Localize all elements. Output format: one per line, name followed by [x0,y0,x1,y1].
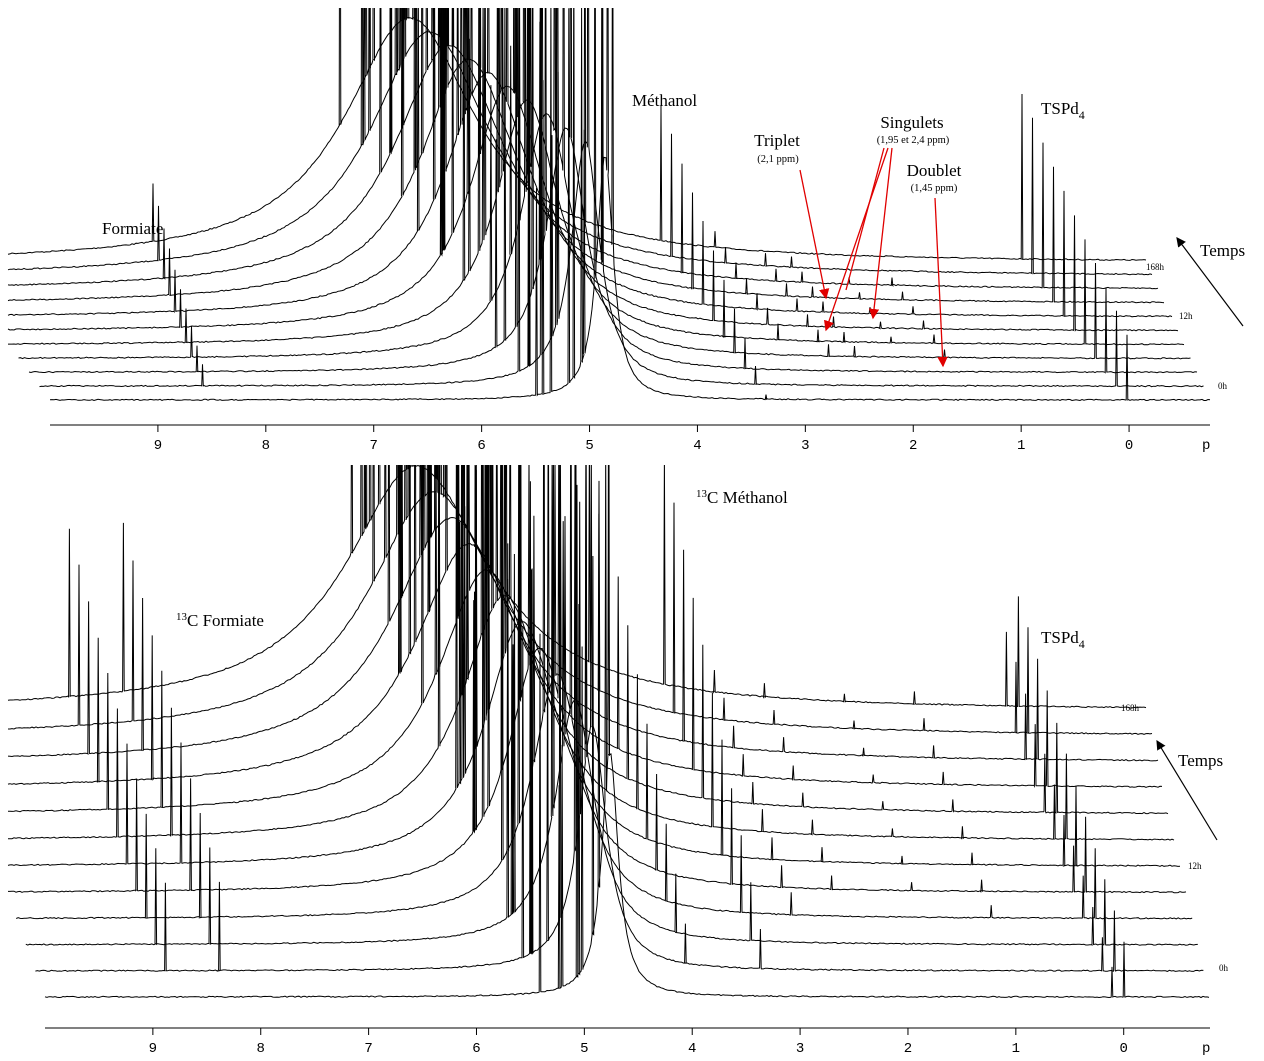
annotation: Méthanol [632,91,697,110]
spectra-stack [7,465,1210,999]
spectrum-trace [7,8,1173,318]
annotation-sup: 13 [176,611,188,623]
annotation-text: C Méthanol [707,488,788,507]
x-tick-label: 7 [370,438,378,454]
arrow [868,147,893,320]
pointer-arrows [799,147,948,368]
x-tick-label: 1 [1017,438,1025,454]
arrow [934,197,948,368]
time-arrow [1176,237,1244,327]
annotation-text: TSPd [1041,99,1079,118]
x-tick-label: 6 [477,438,485,454]
x-tick-label: 2 [904,1041,912,1057]
trace-label: 168h [1146,262,1165,272]
spectrum-trace [18,8,1191,360]
annotation-sup: 13 [696,488,708,500]
spectrum-trace [7,8,1179,332]
x-tick-label: 8 [262,438,270,454]
annotation-sub: 4 [1079,108,1085,122]
x-tick-label: 8 [257,1041,265,1057]
annotation: Singulets [880,113,943,132]
x-axis-label: p [1202,1041,1210,1057]
arrow [845,147,885,291]
annotation: Formiate [102,219,163,238]
spectrum-trace [49,8,1211,402]
spectrum-trace [39,8,1204,388]
annotation: 13C Formiate [176,611,264,630]
annotation-text: C Formiate [187,611,264,630]
annotation: Temps [1178,751,1223,770]
trace-label: 12h [1188,861,1202,871]
x-tick-label: 2 [909,438,917,454]
annotation: 13C Méthanol [696,488,788,507]
arrow [799,169,830,300]
spectrum-trace [7,8,1153,276]
trace-label: 168h [1121,703,1140,713]
spectrum-trace [7,8,1159,290]
annotation: Temps [1200,241,1245,260]
x-tick-label: 4 [688,1041,696,1057]
annotation-sub: 4 [1079,637,1085,651]
trace-label: 0h [1218,381,1228,391]
spectrum-trace [7,8,1147,261]
annotation: (1,45 ppm) [911,183,958,194]
annotation: (1,95 et 2,4 ppm) [877,135,950,146]
trace-label: 12h [1179,311,1193,321]
spectrum-trace [8,465,1187,894]
annotation: TSPd4 [1041,99,1085,122]
spectrum-trace [8,465,1153,735]
spectrum-trace [25,465,1198,947]
x-tick-label: 7 [364,1041,372,1057]
x-tick-label: 0 [1120,1041,1128,1057]
x-axis-label: p [1202,438,1210,454]
annotation-text: TSPd [1041,628,1079,647]
trace-label: 0h [1219,963,1229,973]
x-tick-label: 5 [580,1041,588,1057]
x-tick-label: 6 [472,1041,480,1057]
spectrum-trace [8,465,1169,815]
x-tick-label: 4 [693,438,701,454]
annotation: Triplet [754,131,800,150]
spectrum-trace [7,465,1159,762]
annotation: (2,1 ppm) [757,154,799,165]
arrow [824,147,889,332]
x-tick-label: 9 [149,1041,157,1057]
x-tick-label: 9 [154,438,162,454]
x-tick-label: 5 [585,438,593,454]
x-tick-label: 0 [1125,438,1133,454]
x-tick-label: 3 [796,1041,804,1057]
x-tick-label: 3 [801,438,809,454]
spectrum-trace [28,8,1198,374]
spectrum-trace [16,465,1193,920]
spectra-stack [7,8,1211,402]
axes: 9 8 7 6 5 4 3 2 1 0 p 9 8 7 6 5 4 3 2 1 0 p [45,424,1210,1057]
annotation: Doublet [907,161,962,180]
x-tick-label: 1 [1012,1041,1020,1057]
spectrum-trace [44,465,1210,999]
annotation: TSPd4 [1041,628,1085,651]
spectrum-trace [35,465,1204,972]
time-arrow [1156,739,1218,841]
